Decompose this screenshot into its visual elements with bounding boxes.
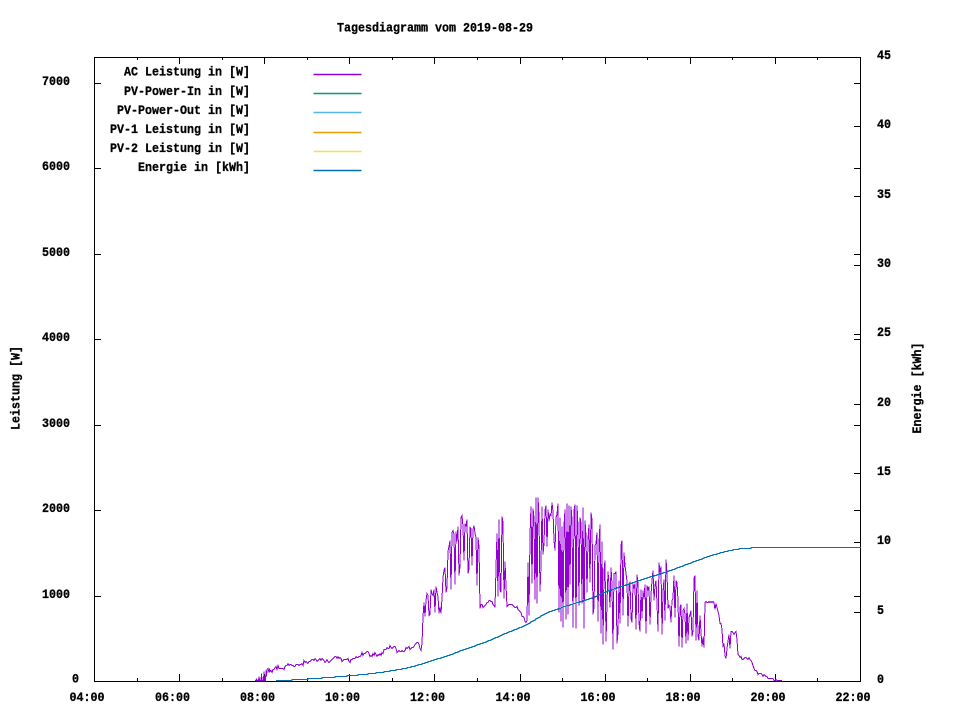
svg-text:40: 40 [877, 117, 891, 132]
svg-text:0: 0 [877, 672, 884, 687]
svg-text:35: 35 [877, 187, 891, 202]
svg-text:12:00: 12:00 [410, 690, 445, 705]
svg-text:2000: 2000 [42, 501, 70, 516]
svg-text:08:00: 08:00 [240, 690, 275, 705]
svg-text:5000: 5000 [42, 245, 70, 260]
svg-text:22:00: 22:00 [836, 690, 871, 705]
svg-text:1000: 1000 [42, 587, 70, 602]
svg-text:45: 45 [877, 48, 891, 63]
svg-text:Energie [kWh]: Energie [kWh] [910, 343, 925, 434]
svg-text:15: 15 [877, 464, 891, 479]
svg-text:10:00: 10:00 [325, 690, 360, 705]
svg-text:6000: 6000 [42, 159, 70, 174]
svg-text:PV-Power-Out in [W]: PV-Power-Out in [W] [117, 103, 250, 118]
svg-text:14:00: 14:00 [496, 690, 531, 705]
svg-text:25: 25 [877, 325, 891, 340]
svg-text:16:00: 16:00 [581, 690, 616, 705]
svg-text:04:00: 04:00 [70, 690, 105, 705]
svg-text:5: 5 [877, 603, 884, 618]
svg-text:AC Leistung in [W]: AC Leistung in [W] [124, 65, 250, 80]
svg-text:18:00: 18:00 [666, 690, 701, 705]
svg-text:30: 30 [877, 256, 891, 271]
svg-text:PV-2 Leistung in [W]: PV-2 Leistung in [W] [110, 141, 250, 156]
svg-text:PV-Power-In in [W]: PV-Power-In in [W] [124, 84, 250, 99]
svg-text:7000: 7000 [42, 74, 70, 89]
svg-text:0: 0 [72, 672, 79, 687]
svg-text:20: 20 [877, 395, 891, 410]
svg-text:Leistung [W]: Leistung [W] [9, 346, 24, 430]
svg-text:20:00: 20:00 [751, 690, 786, 705]
svg-text:Tagesdiagramm vom 2019-08-29: Tagesdiagramm vom 2019-08-29 [337, 21, 533, 36]
svg-text:Energie in [kWh]: Energie in [kWh] [138, 160, 250, 175]
svg-text:10: 10 [877, 533, 891, 548]
svg-text:06:00: 06:00 [155, 690, 190, 705]
svg-text:PV-1 Leistung in [W]: PV-1 Leistung in [W] [110, 122, 250, 137]
svg-text:4000: 4000 [42, 330, 70, 345]
svg-text:3000: 3000 [42, 416, 70, 431]
